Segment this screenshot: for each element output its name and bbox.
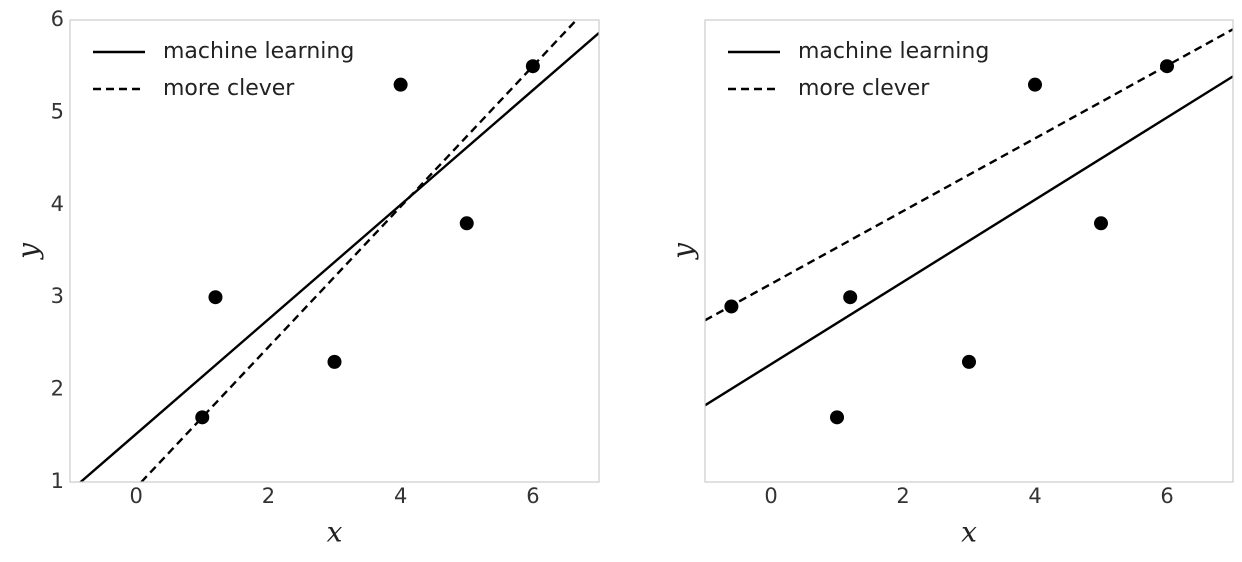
x-axis-label: x	[327, 516, 343, 549]
fit-line	[78, 32, 599, 482]
point	[962, 354, 976, 369]
legend-label: machine learning	[798, 39, 989, 64]
y-axis-label: y	[667, 242, 700, 261]
point	[843, 290, 858, 305]
y-axis-label: y	[12, 242, 45, 261]
point	[195, 410, 210, 425]
legend-label: more clever	[163, 76, 295, 101]
point	[327, 354, 342, 369]
x-axis-label: x	[961, 516, 977, 549]
point	[1028, 77, 1042, 92]
point	[208, 290, 223, 305]
x-tick-label: 2	[262, 484, 275, 508]
y-tick-label: 3	[51, 284, 64, 308]
point	[393, 77, 408, 92]
point	[525, 59, 540, 74]
y-tick-label: 4	[51, 192, 64, 216]
plot	[705, 28, 1233, 425]
point	[724, 299, 739, 314]
legend-label: more clever	[798, 76, 930, 101]
plot	[78, 20, 599, 482]
y-tick-label: 2	[51, 377, 64, 401]
point	[1160, 59, 1174, 74]
point	[459, 216, 474, 231]
fit-line	[139, 20, 579, 482]
x-tick-label: 4	[394, 484, 407, 508]
point	[830, 410, 844, 425]
point	[1094, 216, 1108, 231]
x-tick-label: 0	[129, 484, 142, 508]
x-tick-label: 2	[896, 484, 909, 508]
fit-line	[705, 75, 1233, 407]
fit-line	[705, 28, 1233, 322]
legend-label: machine learning	[163, 39, 354, 64]
y-tick-label: 1	[51, 469, 64, 493]
x-tick-label: 6	[526, 484, 539, 508]
y-tick-label: 5	[51, 99, 64, 123]
x-tick-label: 0	[764, 484, 777, 508]
x-tick-label: 6	[1160, 484, 1173, 508]
x-tick-label: 4	[1028, 484, 1041, 508]
plot-frame	[69, 19, 600, 483]
y-tick-label: 6	[51, 7, 64, 31]
plot-frame	[704, 19, 1234, 483]
